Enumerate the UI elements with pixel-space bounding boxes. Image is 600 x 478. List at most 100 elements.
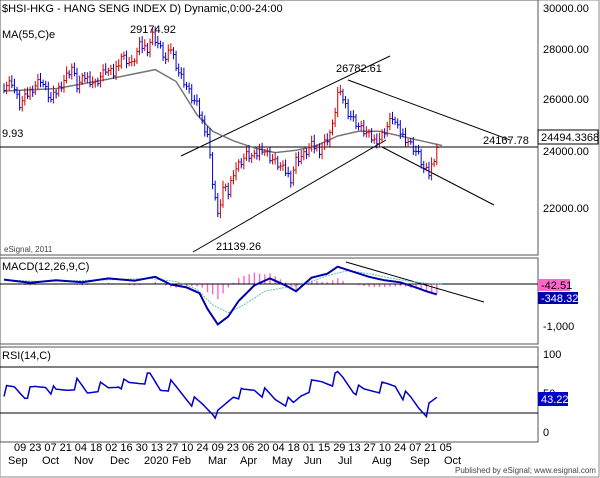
price-bar: [355, 114, 358, 130]
macd-hist-bar: [357, 284, 360, 286]
macd-hist-bar: [154, 282, 157, 284]
x-month-label: Aug: [372, 455, 392, 467]
price-bar: [11, 75, 14, 89]
price-bar: [45, 80, 48, 91]
price-bar: [318, 143, 322, 159]
price-bar: [8, 76, 12, 91]
watermark: eSignal, 2011: [4, 245, 53, 254]
price-bar: [191, 84, 194, 104]
price-bar: [378, 132, 382, 147]
price-bar: [345, 95, 348, 109]
price-bar: [71, 63, 74, 80]
price-bar: [264, 149, 267, 156]
price-bar: [105, 63, 108, 75]
macd-hist-bar: [331, 280, 334, 284]
price-bar: [384, 128, 387, 139]
x-month-label: Sep: [410, 455, 430, 467]
channel-lower-line: [192, 139, 387, 253]
macd-hist-bar: [394, 284, 396, 287]
macd-hist-bar: [86, 284, 89, 286]
x-month-label: Jul: [338, 455, 352, 467]
price-panel: [0, 0, 539, 256]
x-day-label: 29: [333, 442, 345, 454]
price-bar: [217, 192, 220, 218]
x-month-label: Mar: [208, 455, 227, 467]
price-bar: [428, 161, 431, 180]
x-month-label: Oct: [42, 455, 59, 467]
price-bar: [42, 79, 46, 88]
price-bar: [37, 73, 40, 90]
price-bar: [389, 112, 392, 131]
price-bar: [60, 81, 64, 92]
macd-hist-bar: [389, 284, 391, 287]
x-month-label: Dec: [110, 455, 130, 467]
price-bar: [305, 147, 309, 160]
macd-hist-bar: [217, 284, 219, 300]
price-bar: [230, 175, 233, 198]
x-day-label: 05: [440, 442, 452, 454]
price-bar: [259, 143, 262, 161]
price-bar: [326, 133, 330, 146]
price-bars: [3, 26, 439, 219]
macd-hist-bar: [107, 282, 110, 284]
price-bar: [113, 63, 116, 79]
macd-tick: -1,000: [543, 321, 574, 333]
price-bar: [248, 145, 252, 163]
price-bar: [209, 127, 212, 159]
last-price-label: 24494.3368: [541, 132, 599, 144]
price-bar: [29, 86, 33, 100]
price-bar: [376, 133, 379, 149]
macd-hist-bar: [180, 284, 183, 287]
x-day-label: 10: [181, 442, 193, 454]
macd-hist-bar: [321, 281, 323, 284]
x-month-label: Nov: [74, 455, 94, 467]
price-bar: [332, 119, 335, 136]
channel-upper-line: [180, 55, 391, 157]
price-bar: [188, 82, 192, 94]
macd-hist-bar: [337, 278, 339, 284]
price-bar: [199, 98, 202, 119]
price-bar: [102, 64, 106, 82]
price-bar: [183, 67, 186, 88]
price-bar: [274, 152, 278, 165]
price-bar: [334, 107, 338, 128]
macd-hist-bar: [300, 284, 303, 287]
price-bar: [368, 129, 371, 138]
x-day-label: 23: [227, 442, 239, 454]
price-tick-30000: 30000.00: [543, 3, 589, 15]
price-bar: [154, 26, 158, 47]
macd-hist-bar: [363, 284, 365, 286]
price-bar: [13, 78, 17, 94]
price-bar: [232, 170, 236, 185]
price-bar: [146, 43, 150, 57]
price-bar: [381, 129, 385, 144]
price-bar: [32, 85, 35, 97]
price-bar: [79, 75, 82, 94]
x-day-label: 13: [151, 442, 163, 454]
price-bar: [63, 74, 66, 93]
macd-hist-bar: [264, 274, 266, 284]
price-bar: [415, 145, 418, 157]
macd-hist-bar: [76, 284, 78, 286]
price-bar: [363, 119, 366, 137]
macd-title: MACD(12,26,9,C): [2, 261, 89, 273]
price-bar: [26, 87, 30, 100]
trend-lines: [180, 55, 511, 253]
rsi-tick-100: 100: [543, 349, 561, 361]
price-bar: [347, 98, 351, 120]
rsi-guides: [0, 366, 538, 414]
x-day-label: 24: [394, 442, 406, 454]
price-title: $HSI-HKG - HANG SENG INDEX D) Dynamic,0:…: [2, 3, 283, 15]
price-bar: [133, 58, 137, 67]
price-bar: [285, 159, 288, 177]
x-day-label: 15: [318, 442, 330, 454]
x-month-label: Sep: [8, 455, 28, 467]
x-day-label: 18: [90, 442, 102, 454]
macd-hist-bar: [295, 284, 297, 290]
price-bar: [410, 137, 413, 145]
price-bar: [141, 36, 145, 54]
price-bar: [423, 160, 426, 174]
macd-hist-bar: [81, 284, 84, 286]
price-bar: [313, 134, 317, 154]
price-bar: [212, 152, 215, 190]
